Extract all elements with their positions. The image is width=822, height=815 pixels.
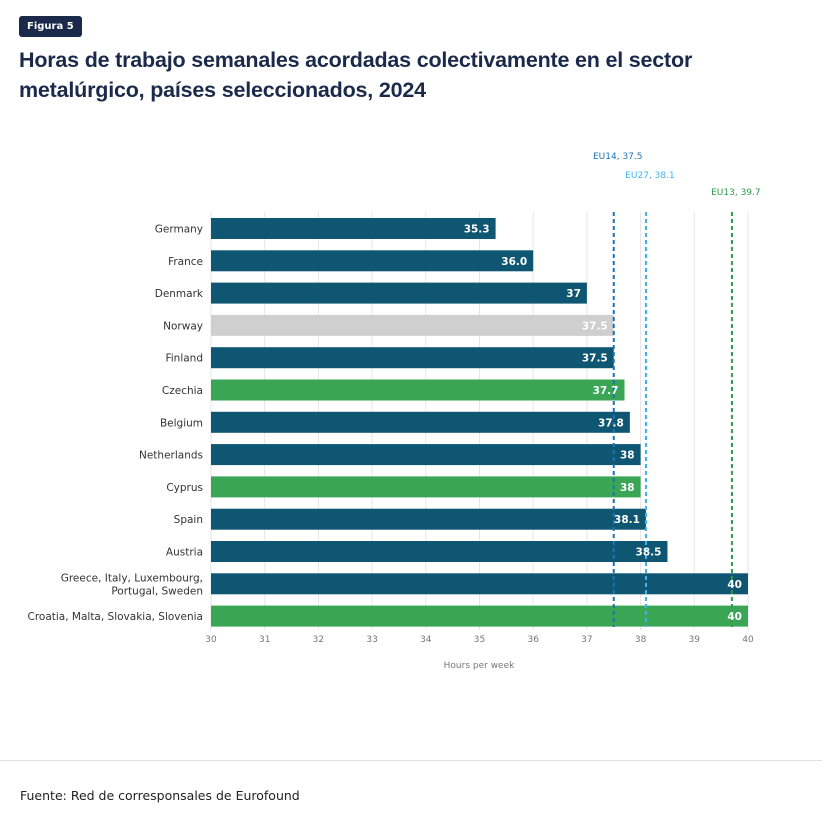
category-label-line: Spain: [174, 514, 203, 526]
bar: [211, 347, 614, 369]
category-label: Belgium: [160, 417, 203, 429]
data-label: 38: [620, 482, 635, 494]
figure-badge: Figura 5: [19, 16, 82, 37]
data-label: 37.5: [582, 320, 608, 332]
data-label: 37: [566, 288, 581, 300]
category-label: France: [168, 256, 203, 268]
category-label-line: Netherlands: [139, 450, 203, 462]
category-labels: Germany France Denmark Norway Finland Czechia…: [27, 224, 203, 624]
category-label: Austria: [166, 547, 203, 559]
bar: [211, 573, 748, 595]
category-label-line: Norway: [163, 320, 203, 332]
bars: [211, 218, 748, 627]
category-label: Czechia: [162, 385, 203, 397]
category-label-line: Croatia, Malta, Slovakia, Slovenia: [27, 611, 203, 623]
category-label-line: Portugal, Sweden: [111, 585, 203, 597]
category-label-line: Belgium: [160, 417, 203, 429]
category-label-line: Austria: [166, 547, 203, 559]
category-label: Spain: [174, 514, 203, 526]
category-label: Finland: [165, 353, 203, 365]
x-tick-label: 40: [742, 635, 754, 645]
bar: [211, 250, 534, 272]
data-label: 38: [620, 450, 635, 462]
x-tick-label: 35: [474, 635, 485, 645]
data-label: 35.3: [464, 224, 490, 236]
bar: [211, 476, 641, 498]
x-tick-label: 31: [259, 635, 270, 645]
bar: [211, 379, 625, 401]
category-label-line: Germany: [155, 224, 203, 236]
reference-lines: EU14, 37.5 EU27, 38.1 EU13, 39.7: [593, 152, 761, 627]
data-label: 37.7: [593, 385, 619, 397]
bar: [211, 541, 668, 562]
x-tick-label: 36: [527, 635, 539, 645]
reference-line-label: EU27, 38.1: [625, 171, 675, 181]
data-label: 36.0: [501, 256, 527, 268]
bar: [211, 282, 587, 304]
category-label: Denmark: [155, 288, 204, 300]
data-label: 37.8: [598, 417, 624, 429]
data-labels: 35.3 36.0 37 37.5 37.5 37.7 37.8 38 38 38.1 38.5 40…: [464, 224, 742, 624]
x-tick-label: 30: [205, 635, 217, 645]
bar: [211, 605, 748, 627]
source-note: Fuente: Red de corresponsales de Eurofou…: [20, 788, 300, 803]
category-label-line: Czechia: [162, 385, 203, 397]
data-label: 40: [727, 611, 742, 623]
category-label: Norway: [163, 320, 203, 332]
category-label-line: Finland: [165, 353, 203, 365]
reference-line-label: EU13, 39.7: [711, 188, 761, 198]
bar: [211, 314, 614, 336]
bar: [211, 508, 646, 530]
category-label-line: Denmark: [155, 288, 204, 300]
chart-title: Horas de trabajo semanales acordadas col…: [19, 48, 693, 102]
category-label: Cyprus: [166, 482, 203, 494]
x-tick-label: 32: [313, 635, 324, 645]
data-label: 37.5: [582, 353, 608, 365]
bar: [211, 444, 641, 466]
x-axis-ticks: 30 31 32 33 34 35 36 37 38 39 40: [205, 635, 754, 645]
x-tick-label: 39: [689, 635, 701, 645]
x-tick-label: 37: [581, 635, 592, 645]
reference-line-label: EU14, 37.5: [593, 152, 643, 162]
category-label: Germany: [155, 224, 203, 236]
data-label: 40: [727, 579, 742, 591]
data-label: 38.5: [636, 547, 662, 559]
category-label-line: France: [168, 256, 203, 268]
category-label: Greece, Italy, Luxembourg, Portugal, Swed…: [61, 572, 203, 597]
x-tick-label: 33: [366, 635, 377, 645]
bar: [211, 218, 496, 239]
x-tick-label: 34: [420, 635, 432, 645]
category-label-line: Cyprus: [166, 482, 203, 494]
category-label: Croatia, Malta, Slovakia, Slovenia: [27, 611, 203, 623]
bar: [211, 411, 630, 433]
x-axis-label: Hours per week: [444, 661, 515, 671]
category-label: Netherlands: [139, 450, 203, 462]
footer-divider: [0, 760, 822, 761]
data-label: 38.1: [614, 514, 640, 526]
category-label-line: Greece, Italy, Luxembourg,: [61, 572, 203, 584]
x-tick-label: 38: [635, 635, 647, 645]
